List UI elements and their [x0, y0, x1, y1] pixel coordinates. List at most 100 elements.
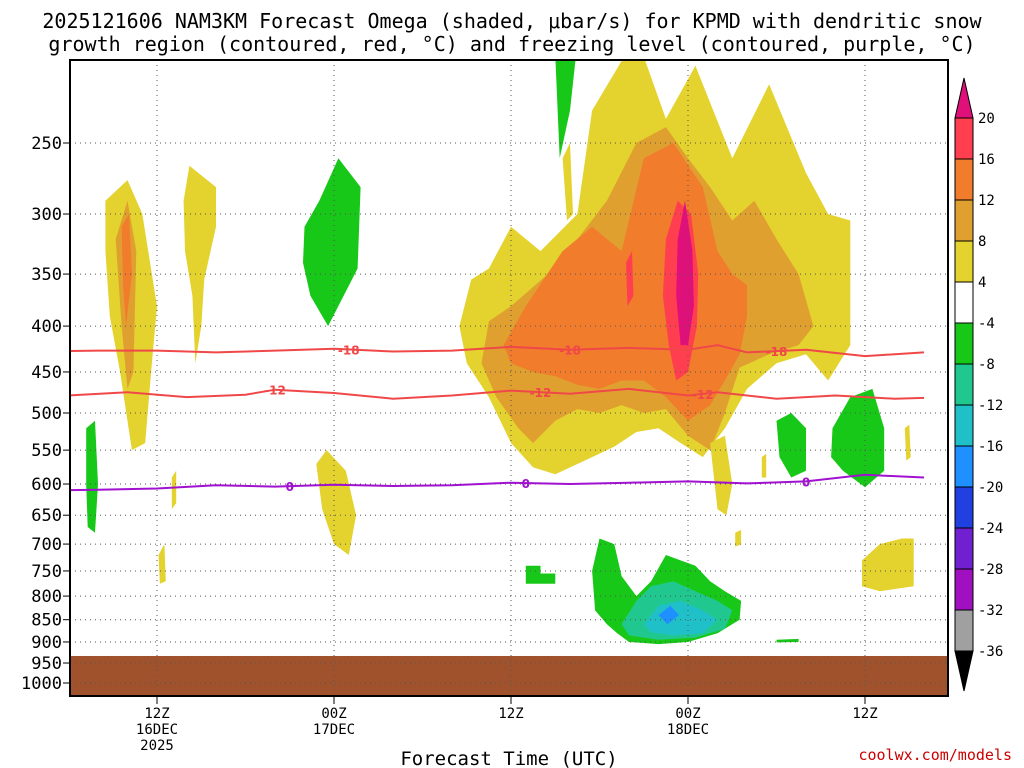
- colorbar-label-5: 4: [978, 275, 986, 291]
- ground-rect: [70, 655, 948, 696]
- colorbar: 20 16 12 8 4 -4 -8 -12 -16 -20 -24 -28 -32 -36: [954, 77, 1003, 692]
- plot-frame: [69, 59, 949, 697]
- y-axis: 2503003504004505005506006507007508008509…: [21, 134, 70, 694]
- x-axis-label: Forecast Time (UTC): [400, 748, 617, 768]
- omega-region-30: [735, 529, 742, 547]
- colorbar-label-2: 16: [978, 152, 995, 168]
- colorbar-band-4: [954, 240, 974, 283]
- y-tick-label-550: 550: [31, 441, 62, 461]
- colorbar-band-2: [954, 158, 974, 201]
- contour-label-3-1: 0: [286, 480, 294, 494]
- y-tick-label-250: 250: [31, 134, 62, 154]
- contour-label-1-2: -18: [559, 344, 581, 358]
- colorbar-band-13: [954, 609, 974, 652]
- x-tick-label-2-2: 17DEC: [313, 722, 355, 738]
- colorbar-label-12: -28: [978, 562, 1003, 578]
- colorbar-label-14: -36: [978, 644, 1003, 660]
- omega-region-21: [862, 538, 914, 592]
- contour-line-3: [70, 473, 925, 492]
- x-tick-label-3-1: 12Z: [498, 706, 523, 722]
- omega-region-6: [158, 544, 166, 584]
- omega-region-25: [643, 600, 718, 636]
- y-tick-label-700: 700: [31, 535, 62, 555]
- colorbar-band-1: [954, 117, 974, 160]
- colorbar-label-11: -24: [978, 521, 1003, 537]
- omega-region-7: [171, 470, 177, 510]
- omega-region-16: [626, 251, 634, 307]
- colorbar-band-12: [954, 568, 974, 611]
- y-tick-label-600: 600: [31, 475, 62, 495]
- omega-region-4: [183, 165, 216, 364]
- colorbar-under-triangle: [954, 650, 974, 692]
- contour-line-1: [70, 344, 925, 358]
- colorbar-band-10: [954, 486, 974, 529]
- credit-text: coolwx.com/models: [858, 746, 1012, 764]
- colorbar-label-6: -4: [978, 316, 995, 332]
- contour-line-2: [70, 387, 925, 400]
- y-tick-label-800: 800: [31, 587, 62, 607]
- colorbar-label-3: 12: [978, 193, 995, 209]
- colorbar-band-3: [954, 199, 974, 242]
- colorbar-label-13: -32: [978, 603, 1003, 619]
- chart-title-line-2: growth region (contoured, red, °C) and f…: [48, 32, 976, 56]
- omega-region-10: [555, 60, 576, 159]
- colorbar-band-6: [954, 322, 974, 365]
- y-tick-label-650: 650: [31, 506, 62, 526]
- contour-label-3-3: 0: [802, 475, 810, 489]
- y-tick-label-500: 500: [31, 404, 62, 424]
- colorbar-band-5: [954, 281, 974, 324]
- omega-region-19: [776, 413, 806, 478]
- omega-region-15: [676, 200, 694, 346]
- y-tick-label-1000: 1000: [21, 674, 62, 694]
- colorbar-label-8: -12: [978, 398, 1003, 414]
- omega-region-26: [658, 605, 680, 625]
- x-tick-label-1-1: 12Z: [144, 706, 169, 722]
- contour-label-2-1: -12: [264, 384, 286, 398]
- x-tick-label-5-1: 12Z: [852, 706, 877, 722]
- x-tick-label-2-1: 00Z: [321, 706, 346, 722]
- x-tick-label-1-3: 2025: [140, 738, 174, 754]
- y-tick-label-400: 400: [31, 317, 62, 337]
- colorbar-label-9: -16: [978, 439, 1003, 455]
- contour-label-2-2: -12: [530, 386, 552, 400]
- omega-region-3: [121, 214, 132, 327]
- colorbar-band-11: [954, 527, 974, 570]
- omega-region-5: [86, 420, 98, 533]
- colorbar-band-9: [954, 445, 974, 488]
- y-tick-label-950: 950: [31, 654, 62, 674]
- ground-fill: [70, 655, 948, 696]
- omega-region-9: [316, 450, 357, 555]
- colorbar-label-10: -20: [978, 480, 1003, 496]
- contour-label-1-3: -18: [766, 345, 788, 359]
- colorbar-over-triangle: [954, 77, 974, 119]
- contour-label-3-2: 0: [522, 477, 530, 491]
- y-tick-label-850: 850: [31, 611, 62, 631]
- y-tick-label-350: 350: [31, 265, 62, 285]
- y-tick-label-750: 750: [31, 562, 62, 582]
- omega-region-20: [831, 388, 885, 488]
- contour-label-2-3: -12: [692, 388, 714, 402]
- grid-lines: [70, 60, 948, 696]
- omega-region-22: [904, 424, 911, 461]
- colorbar-band-8: [954, 404, 974, 447]
- colorbar-label-4: 8: [978, 234, 986, 250]
- omega-shading: [86, 60, 914, 645]
- contour-lines: -18 -18 -18 -12 -12 -12 0 0 0: [70, 343, 925, 494]
- y-tick-label-900: 900: [31, 633, 62, 653]
- contour-label-1-1: -18: [338, 343, 360, 357]
- x-tick-label-1-2: 16DEC: [136, 722, 178, 738]
- omega-region-17: [710, 435, 733, 516]
- chart-title-line-1: 2025121606 NAM3KM Forecast Omega (shaded…: [42, 9, 982, 33]
- colorbar-band-7: [954, 363, 974, 406]
- omega-region-28: [776, 638, 799, 643]
- x-tick-label-4-1: 00Z: [675, 706, 700, 722]
- y-tick-label-450: 450: [31, 363, 62, 383]
- x-tick-label-4-2: 18DEC: [667, 722, 709, 738]
- y-tick-label-300: 300: [31, 205, 62, 225]
- omega-region-8: [303, 158, 361, 327]
- omega-region-29: [761, 453, 767, 478]
- omega-region-27: [525, 565, 556, 584]
- omega-region-18: [562, 143, 573, 221]
